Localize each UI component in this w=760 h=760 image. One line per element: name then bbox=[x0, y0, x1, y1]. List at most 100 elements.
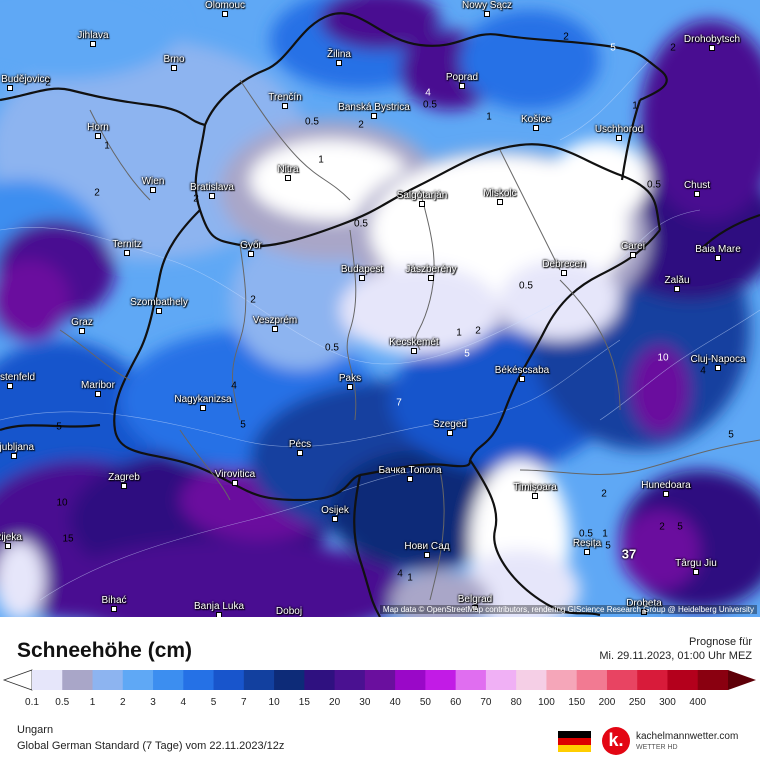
colorbar-tick-label: 7 bbox=[241, 697, 247, 708]
city-marker bbox=[11, 453, 17, 459]
city-marker bbox=[533, 125, 539, 131]
city-label: Bratislava bbox=[190, 182, 234, 193]
city-label: Ternitz bbox=[112, 239, 142, 250]
colorbar-segment bbox=[62, 670, 94, 690]
contour-value-label: 1 bbox=[456, 327, 462, 339]
colorbar-tick-label: 2 bbox=[120, 697, 126, 708]
city-label: Нови Сад bbox=[404, 541, 450, 552]
city-marker bbox=[7, 85, 13, 91]
contour-value-label: 1 bbox=[407, 572, 413, 584]
city-label: České Budějovice bbox=[0, 74, 51, 85]
contour-value-label: 0.5 bbox=[579, 528, 593, 540]
contour-value-label: 5 bbox=[610, 42, 616, 54]
city-marker bbox=[95, 391, 101, 397]
flag-stripe-black bbox=[558, 731, 591, 738]
city-label: Бачка Топола bbox=[378, 465, 442, 476]
city-label: Fürstenfeld bbox=[0, 372, 36, 383]
city-marker bbox=[459, 83, 465, 89]
colorbar-tick-label: 1 bbox=[89, 697, 96, 708]
city-marker bbox=[519, 376, 525, 382]
city-marker bbox=[674, 286, 680, 292]
contour-value-label: 10 bbox=[657, 352, 669, 364]
city-marker bbox=[272, 326, 278, 332]
city-label: Jihlava bbox=[77, 30, 109, 41]
city-label: Reșița bbox=[572, 538, 602, 549]
colorbar-segment bbox=[183, 670, 215, 690]
colorbar-segment bbox=[32, 670, 63, 690]
flag-stripe-gold bbox=[558, 745, 591, 752]
city-label: Nowy Sącz bbox=[461, 0, 513, 11]
contour-value-label: 5 bbox=[56, 421, 62, 433]
city-label: Budapest bbox=[340, 264, 384, 275]
colorbar-tick-label: 3 bbox=[150, 697, 156, 708]
contour-value-label: 0.5 bbox=[325, 342, 339, 354]
city-label: Uschhorod bbox=[594, 124, 644, 135]
contour-value-label: 15 bbox=[62, 533, 74, 545]
colorbar-tick-label: 300 bbox=[659, 697, 676, 708]
city-marker bbox=[693, 569, 699, 575]
city-label: Nitra bbox=[277, 164, 299, 175]
contour-value-label: 2 bbox=[659, 521, 665, 533]
city-label: Kecskemét bbox=[389, 337, 439, 348]
colorbar-tick-label: 15 bbox=[298, 697, 310, 708]
city-label: Pécs bbox=[288, 439, 312, 450]
city-marker bbox=[497, 199, 503, 205]
colorbar-tick-label: 250 bbox=[628, 697, 646, 708]
city-marker bbox=[200, 405, 206, 411]
city-marker bbox=[715, 255, 721, 261]
city-label: Paks bbox=[338, 373, 362, 384]
city-label: Olomouc bbox=[204, 0, 246, 11]
colorbar-max-arrow bbox=[728, 670, 756, 690]
city-marker bbox=[121, 483, 127, 489]
city-marker bbox=[584, 549, 590, 555]
city-marker bbox=[5, 543, 11, 549]
colorbar-tick-label: 20 bbox=[329, 697, 341, 708]
city-marker bbox=[472, 605, 478, 611]
city-marker bbox=[663, 491, 669, 497]
colorbar-ticks: 0.1 0.5 1 2 3 4 5 7 10 15 20 30 40 50 60 70 80 100 150 200 2… bbox=[0, 697, 760, 711]
flag-stripe-red bbox=[558, 738, 591, 745]
colorbar-tick-label: 70 bbox=[480, 697, 492, 708]
contour-value-label: 5 bbox=[605, 540, 611, 552]
snow-depth-field bbox=[0, 0, 760, 617]
city-marker bbox=[282, 103, 288, 109]
contour-value-label: 1 bbox=[104, 140, 110, 152]
contour-value-label: 2 bbox=[563, 31, 569, 43]
city-label: Trenčín bbox=[268, 92, 302, 103]
colorbar-tick-label: 5 bbox=[210, 697, 217, 708]
city-marker bbox=[641, 609, 647, 615]
colorbar-tick-label: 30 bbox=[359, 697, 371, 708]
colorbar-tick-label: 10 bbox=[268, 697, 280, 708]
city-label: Virovitica bbox=[214, 469, 256, 480]
contour-value-label: 2 bbox=[94, 187, 100, 199]
contour-value-label: 5 bbox=[240, 419, 246, 431]
contour-value-label: 1 bbox=[318, 154, 324, 166]
city-label: Osijek bbox=[321, 505, 349, 516]
brand-block: kachelmannwetter.com WETTER HD bbox=[636, 731, 738, 753]
contour-value-label: 0.5 bbox=[354, 218, 368, 230]
legend-panel: Schneehöhe (cm) Prognose für Mi. 29.11.2… bbox=[0, 617, 760, 760]
city-marker bbox=[216, 612, 222, 617]
brand-subtitle: WETTER HD bbox=[636, 744, 678, 751]
city-marker bbox=[336, 60, 342, 66]
colorbar-tick-label: 200 bbox=[598, 697, 616, 708]
city-marker bbox=[332, 516, 338, 522]
colorbar bbox=[2, 669, 756, 691]
colorbar-segment bbox=[122, 670, 154, 690]
colorbar-segment bbox=[213, 670, 245, 690]
contour-value-label: 2 bbox=[670, 42, 676, 54]
city-marker bbox=[424, 552, 430, 558]
contour-value-label: 7 bbox=[396, 397, 402, 409]
city-label: Brno bbox=[163, 54, 185, 65]
colorbar-segment bbox=[334, 670, 366, 690]
city-marker bbox=[419, 201, 425, 207]
colorbar-segment bbox=[546, 670, 578, 690]
colorbar-tick-label: 80 bbox=[510, 697, 522, 708]
city-label: Timișoara bbox=[513, 482, 557, 493]
map-attribution: Map data © OpenStreetMap contributors, r… bbox=[379, 605, 757, 614]
city-marker bbox=[285, 175, 291, 181]
forecast-datetime: Mi. 29.11.2023, 01:00 Uhr MEZ bbox=[599, 650, 752, 662]
colorbar-segment bbox=[92, 670, 124, 690]
contour-value-label: 10 bbox=[56, 497, 68, 509]
contour-value-label: 0.5 bbox=[519, 280, 533, 292]
